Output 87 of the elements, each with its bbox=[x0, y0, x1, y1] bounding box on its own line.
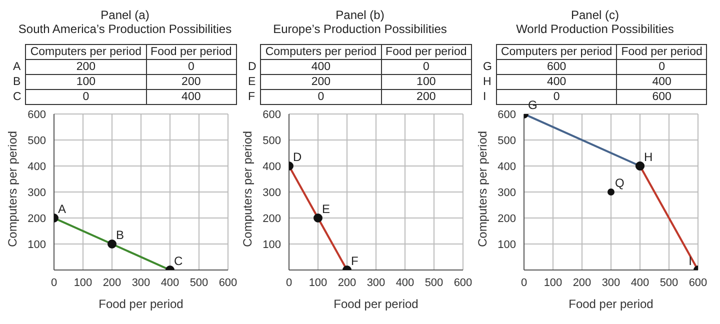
y-tick-label: 400 bbox=[498, 160, 516, 173]
annotation: A bbox=[58, 202, 66, 216]
x-tick-label: 400 bbox=[630, 276, 650, 289]
x-axis-title: Food per period bbox=[334, 297, 418, 311]
y-tick-label: 400 bbox=[262, 160, 281, 173]
y-tick-label: 400 bbox=[28, 160, 46, 173]
y-tick-label: 500 bbox=[498, 134, 516, 147]
data-label: 0 bbox=[553, 91, 560, 103]
data-label: 0 bbox=[616, 60, 707, 74]
text: Panel (a) bbox=[100, 8, 150, 22]
category-label: F bbox=[247, 90, 256, 104]
y-tick-label: 200 bbox=[498, 212, 516, 225]
x-tick-label: 300 bbox=[132, 276, 150, 289]
data-label: 0 bbox=[260, 90, 382, 104]
x-tick-label: 300 bbox=[366, 276, 386, 289]
category-label: E bbox=[247, 75, 257, 90]
y-tick-label: 200 bbox=[262, 212, 281, 225]
x-tick-label: 600 bbox=[454, 276, 472, 289]
annotation: E bbox=[322, 202, 330, 216]
y-tick-label: 500 bbox=[28, 134, 46, 147]
y-tick-label: 100 bbox=[262, 238, 281, 251]
text: Panel (c) bbox=[570, 8, 620, 22]
data-label: 400 bbox=[616, 74, 707, 90]
category-label: A bbox=[12, 60, 22, 74]
text: Computers per period bbox=[260, 44, 382, 60]
category-label: I bbox=[482, 90, 488, 104]
data-label: 0 bbox=[26, 90, 146, 104]
category-label: C bbox=[12, 90, 22, 104]
category-label: H bbox=[482, 75, 492, 90]
x-tick-label: 0 bbox=[286, 276, 292, 289]
x-tick-label: 500 bbox=[190, 276, 208, 289]
data-label: 100 bbox=[381, 74, 472, 90]
y-tick-label: 500 bbox=[262, 134, 281, 147]
data-label: 200 bbox=[146, 74, 236, 90]
category-label: G bbox=[482, 60, 493, 74]
x-tick-label: 0 bbox=[50, 276, 58, 289]
y-tick-label: 200 bbox=[28, 212, 46, 225]
category-label: B bbox=[12, 75, 22, 90]
x-tick-label: 300 bbox=[602, 276, 620, 289]
x-tick-label: 200 bbox=[102, 276, 122, 289]
annotation: D bbox=[293, 150, 302, 164]
text: Food per period bbox=[616, 44, 707, 60]
x-axis-title: Food per period bbox=[98, 297, 184, 311]
y-tick-label: 300 bbox=[28, 186, 46, 199]
data-label: 200 bbox=[381, 90, 472, 104]
annotation: H bbox=[644, 150, 653, 164]
data-label: 0 bbox=[146, 60, 236, 74]
text: World Production Possibilities bbox=[515, 22, 675, 36]
y-tick-label: 300 bbox=[262, 186, 281, 199]
annotation: B bbox=[116, 228, 124, 242]
x-tick-label: 0 bbox=[520, 276, 528, 289]
x-tick-label: 500 bbox=[660, 276, 678, 289]
text: Food per period bbox=[146, 44, 236, 60]
y-tick-label: 100 bbox=[28, 238, 46, 251]
data-label: 600 bbox=[616, 90, 707, 104]
category-label: D bbox=[247, 60, 258, 74]
text: Computers per period bbox=[26, 44, 146, 60]
text: Panel (b) bbox=[334, 8, 386, 22]
y-tick-label: 600 bbox=[28, 108, 46, 121]
text: South America’s Production Possibilities bbox=[17, 22, 233, 36]
x-tick-label: 100 bbox=[308, 276, 328, 289]
y-tick-label: 600 bbox=[498, 108, 516, 121]
x-tick-label: 600 bbox=[218, 276, 238, 289]
x-tick-label: 400 bbox=[396, 276, 414, 289]
annotation: Q bbox=[615, 176, 624, 190]
y-tick-label: 100 bbox=[498, 238, 516, 251]
text: Computers per period bbox=[496, 44, 617, 60]
x-axis-title: Food per period bbox=[568, 297, 654, 311]
x-tick-label: 100 bbox=[544, 276, 562, 289]
x-tick-label: 600 bbox=[688, 276, 708, 289]
x-tick-label: 500 bbox=[424, 276, 444, 289]
y-axis-title: Computers per period bbox=[5, 130, 20, 247]
annotation: F bbox=[351, 254, 358, 268]
annotation: I bbox=[688, 254, 692, 268]
y-tick-label: 300 bbox=[498, 186, 516, 199]
text: Europe’s Production Possibilities bbox=[272, 22, 448, 36]
y-tick-label: 600 bbox=[262, 108, 281, 121]
data-label: 400 bbox=[146, 90, 236, 104]
data-label: 0 bbox=[381, 60, 472, 74]
y-axis-title: Computers per period bbox=[475, 130, 490, 247]
x-tick-label: 200 bbox=[338, 276, 356, 289]
y-axis-title: Computers per period bbox=[240, 130, 254, 247]
annotation: C bbox=[174, 254, 183, 268]
x-tick-label: 100 bbox=[74, 276, 92, 289]
x-tick-label: 400 bbox=[160, 276, 180, 289]
text: Food per period bbox=[381, 44, 472, 60]
x-tick-label: 200 bbox=[572, 276, 592, 289]
